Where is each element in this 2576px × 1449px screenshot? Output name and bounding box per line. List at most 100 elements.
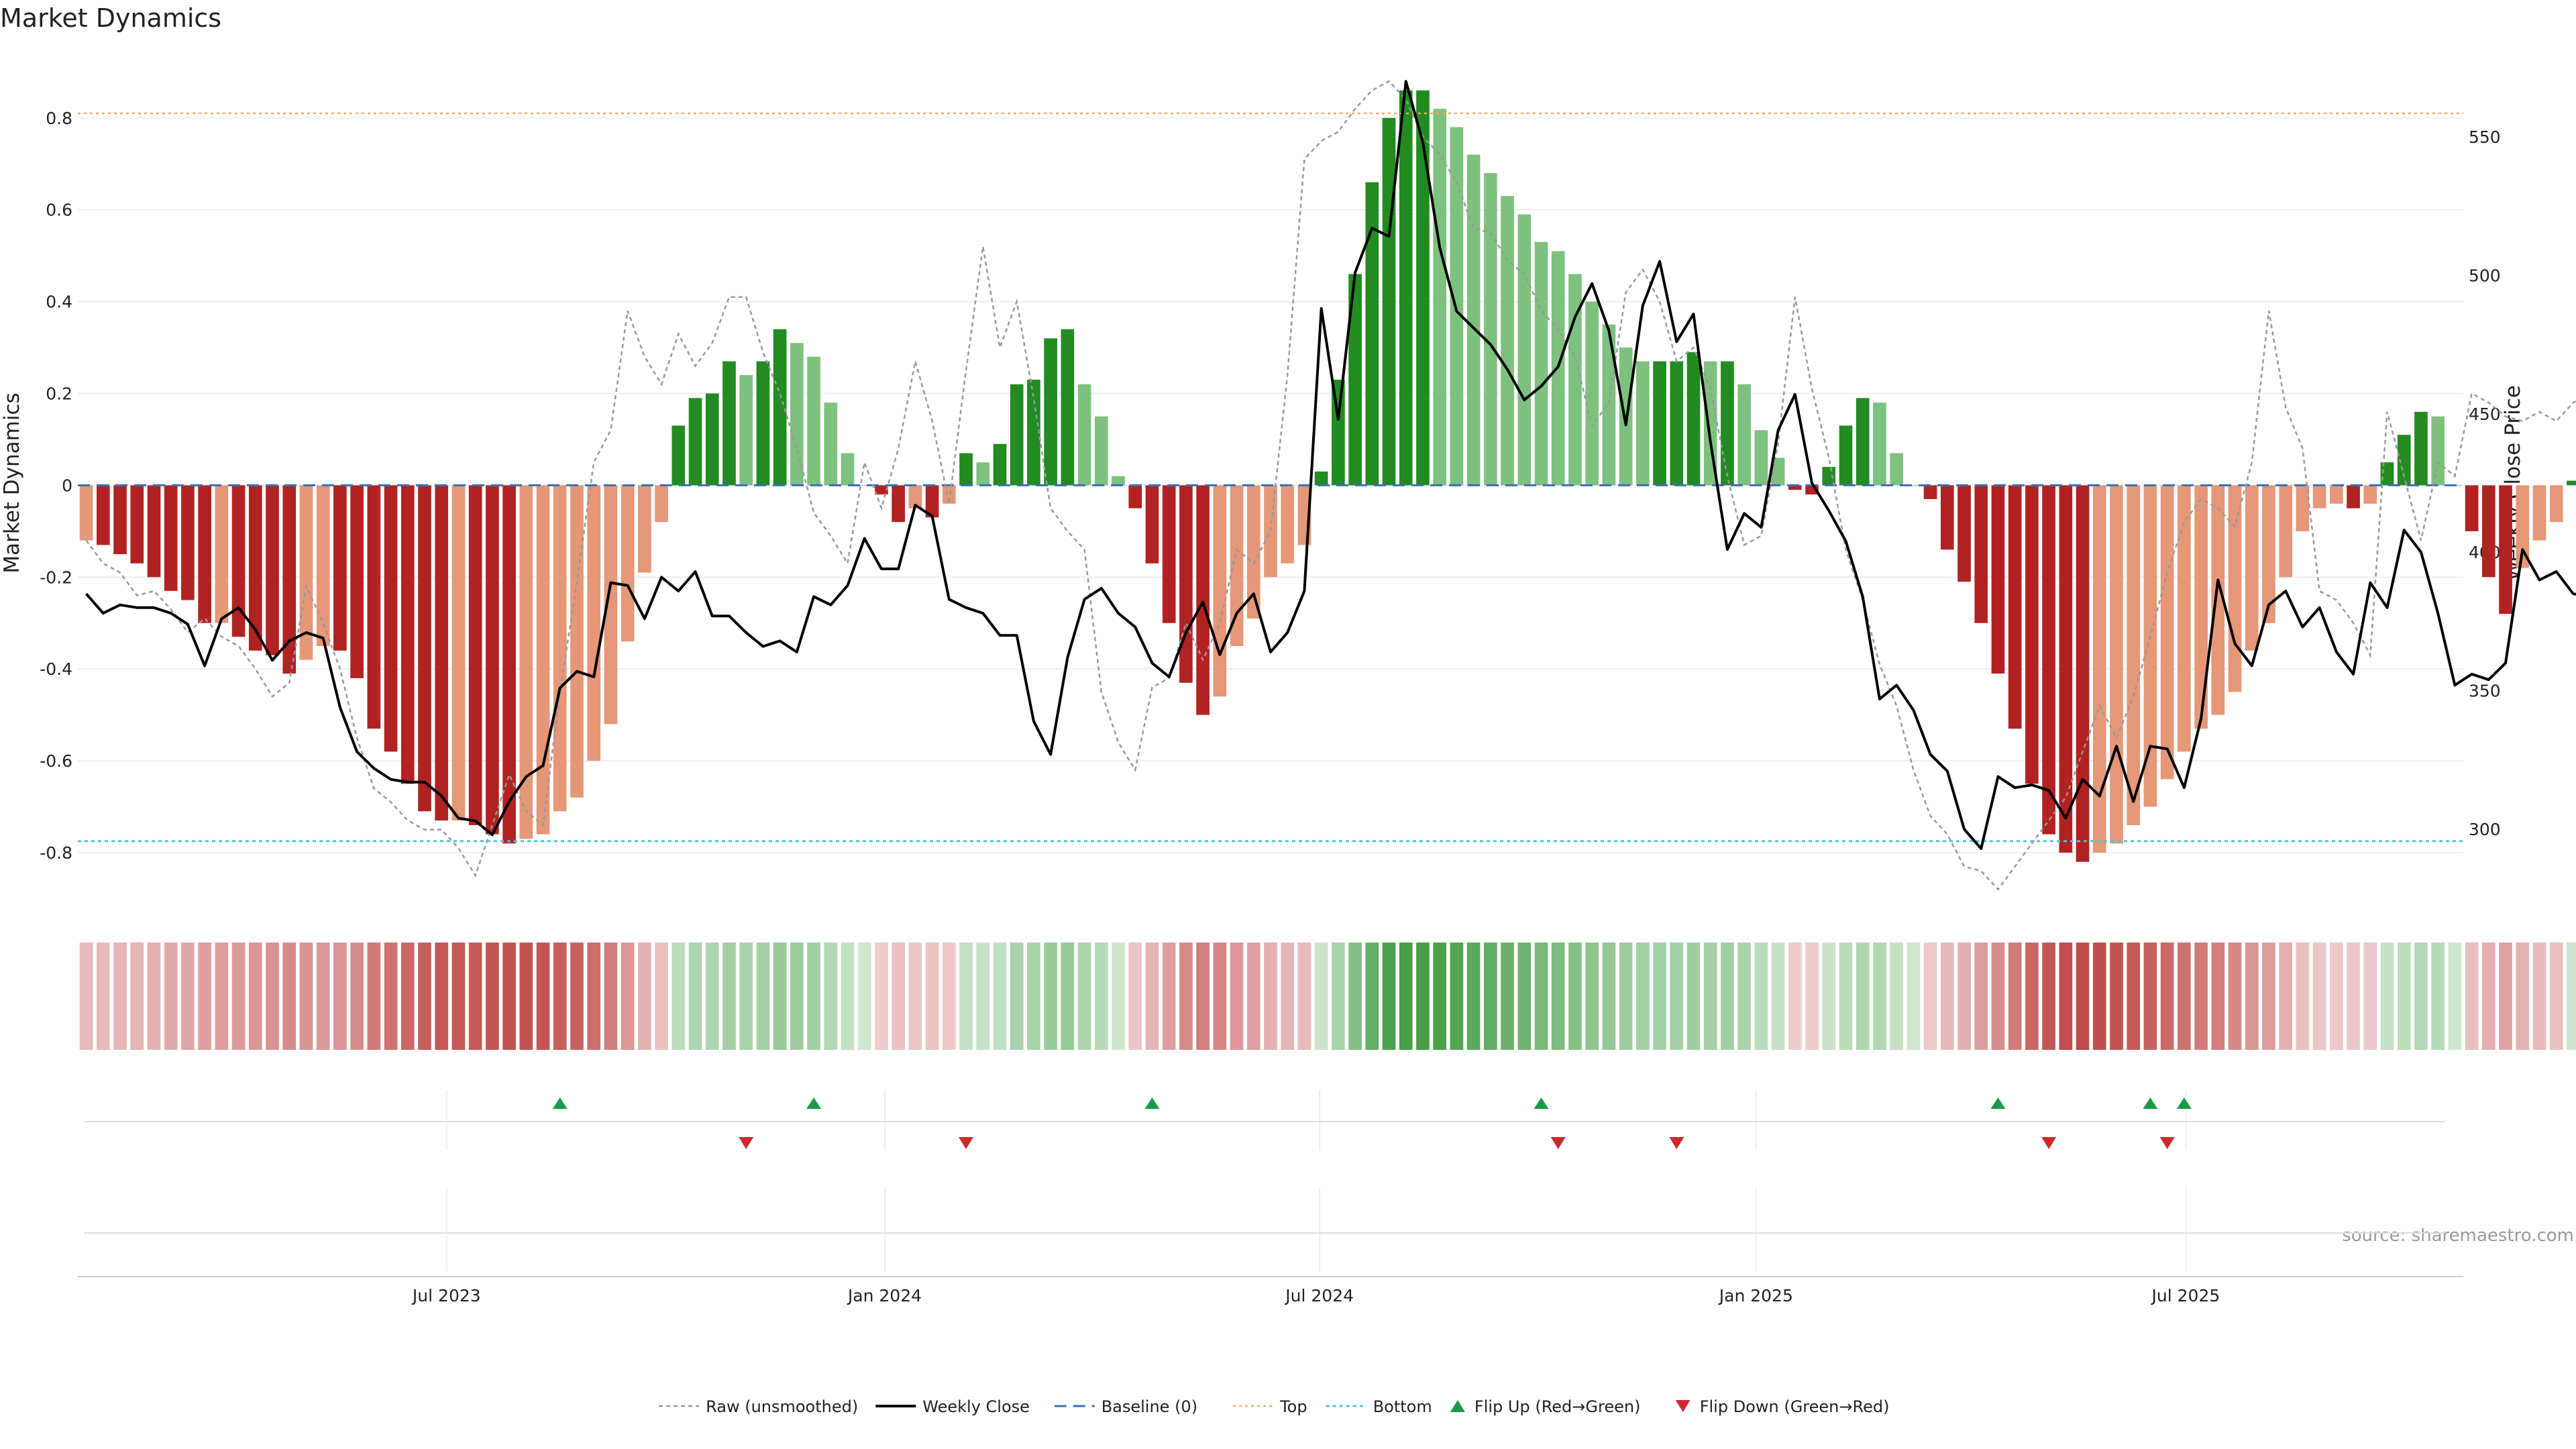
regime-cell (1044, 943, 1057, 1050)
regime-cell (773, 943, 787, 1050)
flip-down-marker (1550, 1137, 1566, 1149)
market-dynamics-bar (705, 393, 719, 486)
y-left-tick-label: 0.4 (46, 292, 72, 312)
market-dynamics-bar (2516, 485, 2530, 568)
regime-cell (231, 943, 246, 1050)
market-dynamics-bar (1923, 485, 1937, 499)
market-dynamics-bar (198, 485, 211, 623)
market-dynamics-bar (1636, 361, 1650, 486)
market-dynamics-bar (2025, 485, 2039, 784)
market-dynamics-bar (435, 485, 449, 821)
market-dynamics-bar (1788, 485, 1802, 490)
market-dynamics-bar (1416, 90, 1430, 486)
regime-cell (1991, 943, 2005, 1050)
market-dynamics-bar (2312, 485, 2326, 508)
regime-cell (1230, 943, 1244, 1050)
market-dynamics-bar (1433, 109, 1447, 486)
regime-cell (2414, 943, 2428, 1050)
regime-cell (2431, 943, 2445, 1050)
market-dynamics-bar (1466, 154, 1481, 486)
regime-cell (1112, 943, 1125, 1050)
regime-cell (621, 943, 635, 1050)
market-dynamics-bar (688, 398, 702, 486)
market-dynamics-bar (1094, 416, 1108, 486)
regime-cell (1585, 943, 1599, 1050)
regime-cell (2059, 943, 2073, 1050)
y-left-tick-label: 0 (62, 476, 72, 495)
market-dynamics-bar (1737, 384, 1751, 486)
market-dynamics-bar (672, 425, 686, 486)
y-right-tick-label: 550 (2469, 127, 2501, 147)
market-dynamics-bar (722, 361, 736, 486)
weekly-close-line (85, 80, 2576, 850)
market-dynamics-bar (1179, 485, 1193, 683)
regime-cell (553, 943, 567, 1050)
flip-down-marker (739, 1137, 754, 1149)
legend-label: Flip Up (Red→Green) (1474, 1397, 1641, 1416)
regime-cell (350, 943, 364, 1050)
market-dynamics-bar (2127, 485, 2141, 825)
flip-up-marker (1144, 1097, 1160, 1109)
market-dynamics-bar (2499, 485, 2512, 614)
market-dynamics-bar (2397, 435, 2411, 486)
regime-cell (2160, 943, 2174, 1050)
regime-cell (1027, 943, 1040, 1050)
regime-cell (79, 943, 93, 1050)
y-left-tick-label: -0.6 (40, 751, 72, 771)
market-dynamics-bar (266, 485, 279, 655)
regime-strip (79, 943, 2576, 1050)
regime-cell (2397, 943, 2411, 1050)
regime-cell (1653, 943, 1666, 1050)
market-dynamics-bar (1196, 485, 1210, 715)
regime-cell (1416, 943, 1430, 1050)
regime-cell (2143, 943, 2157, 1050)
market-dynamics-bar (451, 485, 466, 821)
market-dynamics-bar (621, 485, 635, 642)
flip-up-marker (1990, 1097, 2006, 1109)
regime-cell (1484, 943, 1497, 1050)
regime-cell (486, 943, 499, 1050)
market-dynamics-bar (790, 343, 804, 486)
regime-cell (1145, 943, 1159, 1050)
market-dynamics-bar (1112, 476, 1125, 486)
market-dynamics-bar (519, 485, 533, 839)
regime-cell (266, 943, 279, 1050)
market-dynamics-bar (1382, 117, 1396, 486)
regime-cell (1636, 943, 1650, 1050)
x-tick-labels: Jul 2023 Jan 2024 Jul 2024 Jan 2025 Jul 2025 (411, 1286, 2220, 1305)
lower-panel (78, 1232, 2463, 1277)
market-dynamics-bar (130, 485, 144, 564)
regime-cell (282, 943, 297, 1050)
market-dynamics-bar (1721, 361, 1734, 486)
regime-cell (908, 943, 922, 1050)
regime-cell (130, 943, 144, 1050)
regime-cell (1856, 943, 1870, 1050)
regime-cell (739, 943, 753, 1050)
market-dynamics-bar (1517, 214, 1532, 486)
regime-cell (2347, 943, 2360, 1050)
legend-label: Raw (unsmoothed) (706, 1397, 858, 1416)
regime-cell (248, 943, 262, 1050)
regime-cell (2262, 943, 2275, 1050)
market-dynamics-bar (908, 485, 922, 508)
market-dynamics-bar (2279, 485, 2293, 578)
y-left-tick-label: -0.8 (40, 843, 72, 863)
market-dynamics-bar (2059, 485, 2073, 853)
regime-cell (1551, 943, 1565, 1050)
regime-cell (1399, 943, 1413, 1050)
market-dynamics-bar (1670, 361, 1684, 486)
market-dynamics-bar (1027, 379, 1040, 486)
regime-cell (807, 943, 820, 1050)
market-dynamics-bar (604, 485, 618, 724)
market-dynamics-bar (1839, 425, 1853, 486)
regime-cell (2330, 943, 2343, 1050)
market-dynamics-bar (1534, 241, 1548, 486)
regime-cell (959, 943, 973, 1050)
market-dynamics-bar (384, 485, 398, 752)
regime-cell (400, 943, 415, 1050)
regime-cell (2532, 943, 2546, 1050)
market-dynamics-bar (486, 485, 499, 835)
flip-up-marker (2176, 1097, 2192, 1109)
y-left-tick-label: 0.6 (46, 201, 72, 220)
